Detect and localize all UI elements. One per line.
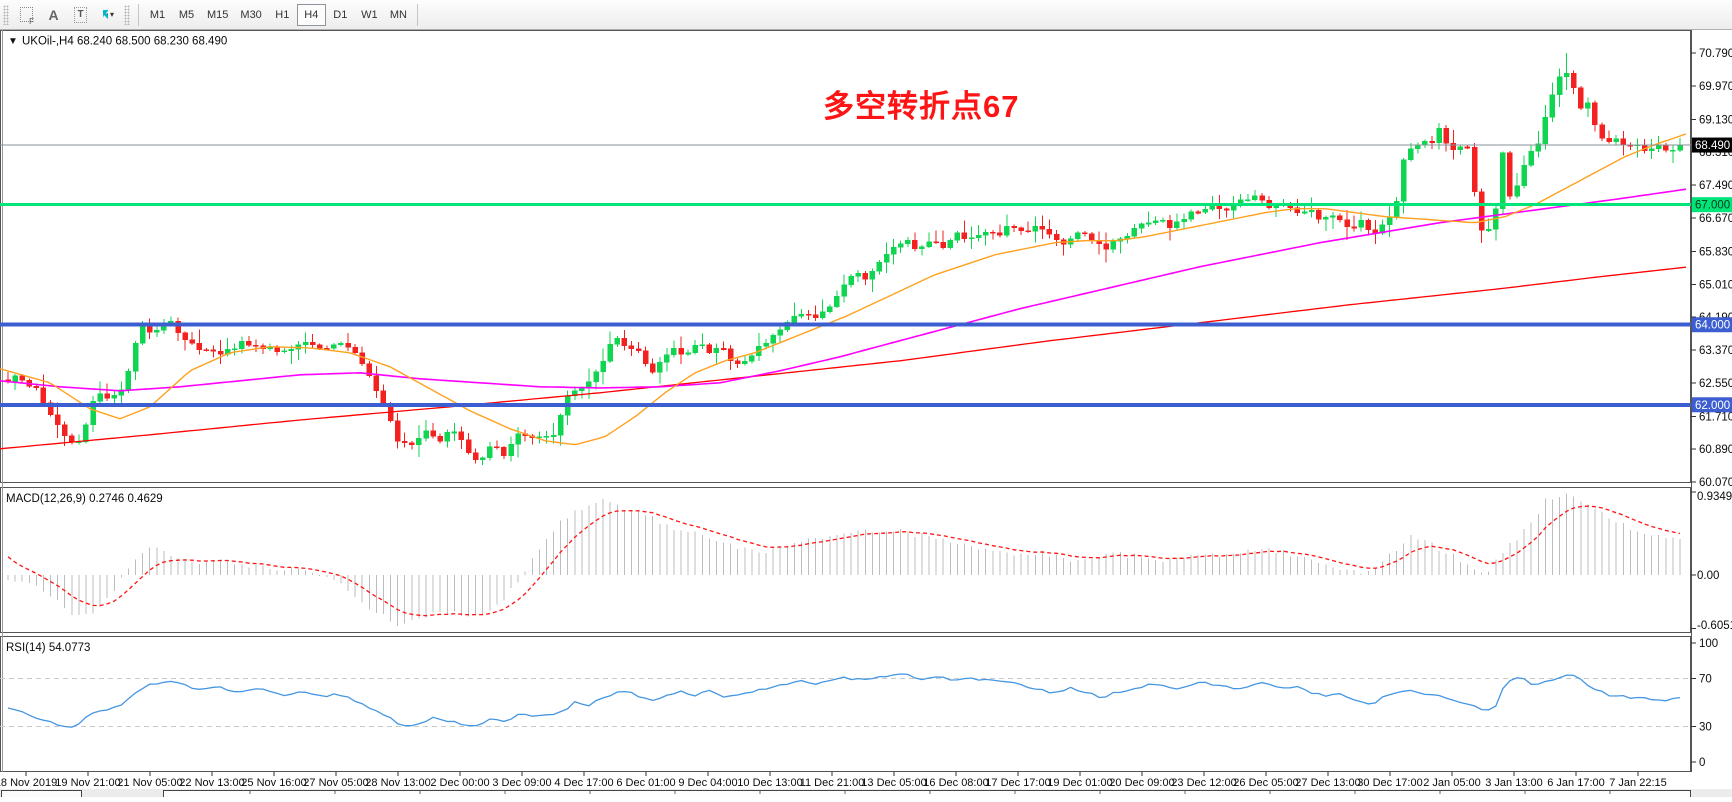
bottom-panel <box>0 789 1732 798</box>
time-axis-label: 16 Dec 08:00 <box>923 777 988 789</box>
time-axis-label: 3 Dec 09:00 <box>492 777 551 789</box>
rsi-label: RSI(14) 54.0773 <box>6 642 90 654</box>
macd-label: MACD(12,26,9) 0.2746 0.4629 <box>6 493 163 505</box>
time-axis-label: 6 Jan 17:00 <box>1547 777 1605 789</box>
price-axis[interactable]: 70.79069.97069.13068.31067.49066.67065.8… <box>1691 48 1732 769</box>
price-axis-label: 60.890 <box>1699 444 1732 456</box>
tool-textbox-button[interactable]: T <box>67 3 94 27</box>
timeframe-M15-button[interactable]: M15 <box>201 4 234 26</box>
tool-font-button[interactable]: A <box>40 3 67 27</box>
price-tag-label: 67.000 <box>1695 200 1730 212</box>
price-tag-64.000 <box>1692 317 1732 333</box>
price-tag-68.490 <box>1692 137 1732 153</box>
timeframe-M30-button[interactable]: M30 <box>234 4 267 26</box>
chart-area[interactable]: 70.790 69.970 69.130 68.310 67.490 66.670 65.8… <box>0 30 1732 802</box>
arrows-tool-icon <box>103 9 108 19</box>
price-tag-67.000 <box>1692 197 1732 213</box>
rsi-axis-label: 0 <box>1699 757 1705 769</box>
toolbar-grip-icon[interactable] <box>124 4 130 25</box>
timeframe-M5-button[interactable]: M5 <box>172 4 201 26</box>
symbol-dropdown-icon[interactable]: ▼ <box>8 36 18 47</box>
price-axis-label: 65.830 <box>1699 246 1732 258</box>
price-axis-label: 66.670 <box>1699 213 1732 225</box>
annotation-text: 多空转折点67 <box>823 89 1019 124</box>
price-tag-label: 68.490 <box>1695 140 1730 152</box>
toolbar-grip-icon[interactable] <box>3 4 9 25</box>
time-axis-label: 19 Nov 21:00 <box>55 777 120 789</box>
time-axis-label: 20 Dec 09:00 <box>1109 777 1174 789</box>
price-axis-label: 69.970 <box>1699 81 1732 93</box>
toolbar-separator <box>138 3 139 26</box>
chart-svg[interactable]: 70.79069.97069.13068.31067.49066.67065.8… <box>0 30 1732 798</box>
timeframe-buttons-group: M1 M5 M15 M30 H1 H4 D1 W1 MN <box>143 3 413 26</box>
timeframe-W1-button[interactable]: W1 <box>355 4 384 26</box>
toolbar: F A T ▾ M1 M5 M15 M30 H1 H4 D1 W1 MN <box>0 0 1732 30</box>
time-axis-label: 22 Nov 13:00 <box>179 777 244 789</box>
dropdown-caret-icon[interactable]: ▾ <box>109 10 114 19</box>
time-axis-label: 2 Dec 00:00 <box>430 777 489 789</box>
tool-grid-f-button[interactable]: F <box>13 3 40 27</box>
tool-arrows-button[interactable]: ▾ <box>94 3 121 27</box>
rsi-indicator <box>0 673 1691 728</box>
timeframe-M1-button[interactable]: M1 <box>143 4 172 26</box>
price-axis-label: 67.490 <box>1699 180 1732 192</box>
price-axis-label: 61.710 <box>1699 411 1732 423</box>
chart-ohlc-header: UKOil-,H4 68.240 68.500 68.230 68.490 <box>22 36 227 48</box>
time-axis-label: 3 Jan 13:00 <box>1485 777 1543 789</box>
text-label-icon: T <box>74 6 87 23</box>
time-axis-label: 21 Nov 05:00 <box>117 777 182 789</box>
price-axis-label: 70.790 <box>1699 48 1732 60</box>
timeframe-D1-button[interactable]: D1 <box>326 4 355 26</box>
time-axis-label: 2 Jan 05:00 <box>1423 777 1481 789</box>
time-axis-label: 17 Dec 17:00 <box>985 777 1050 789</box>
price-tag-62.000 <box>1692 397 1732 413</box>
timeframe-MN-button[interactable]: MN <box>384 4 413 26</box>
rsi-axis-label: 100 <box>1699 638 1718 650</box>
toolbar-separator <box>416 3 418 26</box>
candlestick-series <box>5 53 1683 465</box>
price-tag-label: 62.000 <box>1695 400 1730 412</box>
price-axis-label: 62.550 <box>1699 378 1732 390</box>
drawing-tools-group: F A T ▾ <box>13 3 121 27</box>
time-axis-label: 25 Nov 16:00 <box>241 777 306 789</box>
rsi-axis-label: 30 <box>1699 721 1712 733</box>
time-axis-label: 23 Dec 12:00 <box>1171 777 1236 789</box>
moving-averages <box>0 133 1687 450</box>
grid-f-icon: F <box>20 7 34 26</box>
price-axis-label: 60.070 <box>1699 477 1732 489</box>
time-axis-label: 10 Dec 13:00 <box>737 777 802 789</box>
time-axis-label: 18 Nov 2019 <box>0 777 57 789</box>
time-axis-label: 11 Dec 21:00 <box>800 777 865 789</box>
time-axis-label: 28 Nov 13:00 <box>365 777 430 789</box>
time-axis-label: 26 Dec 05:00 <box>1233 777 1298 789</box>
macd-indicator <box>7 493 1681 626</box>
time-axis-label: 7 Jan 22:15 <box>1609 777 1667 789</box>
timeframe-H4-button[interactable]: H4 <box>296 3 326 26</box>
rsi-axis-label: 70 <box>1699 674 1712 686</box>
timeframe-H1-button[interactable]: H1 <box>268 4 297 26</box>
time-axis-label: 27 Dec 13:00 <box>1295 777 1360 789</box>
price-axis-label: 63.370 <box>1699 345 1732 357</box>
macd-axis-label: 0.9349 <box>1697 491 1732 503</box>
time-axis-label: 6 Dec 01:00 <box>616 777 675 789</box>
time-axis-label: 4 Dec 17:00 <box>554 777 613 789</box>
time-axis-label: 13 Dec 05:00 <box>861 777 926 789</box>
horizontal-levels[interactable] <box>0 144 1691 407</box>
font-a-icon: A <box>48 6 59 23</box>
time-axis-label: 19 Dec 01:00 <box>1047 777 1112 789</box>
price-axis-label: 69.130 <box>1699 114 1732 126</box>
price-axis-label: 65.010 <box>1699 279 1732 291</box>
macd-axis-label: 0.00 <box>1697 570 1719 582</box>
price-tag-label: 64.000 <box>1695 320 1730 332</box>
time-axis-label: 27 Nov 05:00 <box>303 777 368 789</box>
time-axis-label: 9 Dec 04:00 <box>678 777 737 789</box>
time-axis-label: 30 Dec 17:00 <box>1357 777 1422 789</box>
